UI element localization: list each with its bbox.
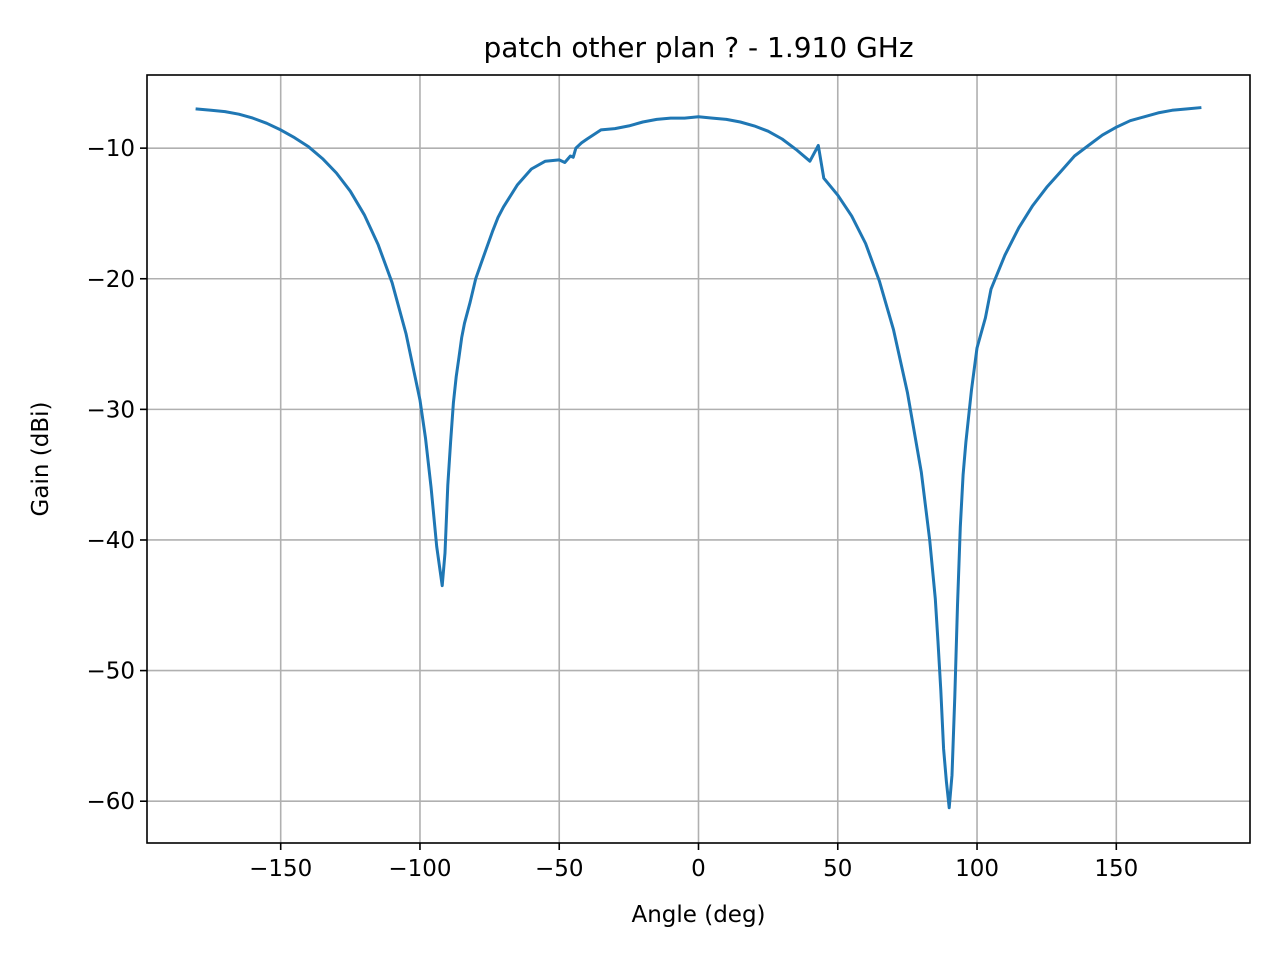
y-tick-label: −20	[86, 267, 135, 293]
y-axis-label: Gain (dBi)	[28, 402, 54, 517]
y-tick-label: −30	[86, 397, 135, 423]
y-tick-label: −60	[86, 789, 135, 815]
plot-area	[146, 74, 1251, 844]
y-tick-label: −10	[86, 136, 135, 162]
x-axis-label: Angle (deg)	[631, 902, 765, 928]
x-tick-label: −150	[249, 856, 312, 882]
series-line	[195, 106, 1202, 810]
x-tick-label: −50	[535, 856, 584, 882]
x-tick-label: −100	[388, 856, 451, 882]
x-tick-label: 150	[1094, 856, 1138, 882]
y-tick-label: −50	[86, 659, 135, 685]
x-tick-label: 0	[691, 856, 706, 882]
y-tick-label: −40	[86, 528, 135, 554]
chart-title: patch other plan ? - 1.910 GHz	[483, 31, 913, 64]
x-tick-label: 100	[955, 856, 999, 882]
grid	[147, 75, 1250, 843]
y-axis: −10 −20 −30 −40 −50 −60	[86, 136, 147, 815]
x-tick-label: 50	[823, 856, 852, 882]
series-group	[195, 106, 1202, 810]
x-axis: −150 −100 −50 0 50 100 150	[249, 843, 1138, 882]
